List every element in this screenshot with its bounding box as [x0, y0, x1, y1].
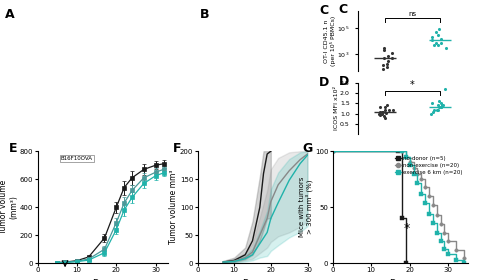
Y-axis label: ICOS MFI x10²: ICOS MFI x10² — [334, 87, 338, 130]
Point — [439, 103, 447, 108]
Y-axis label: Tumor volume
(mm³): Tumor volume (mm³) — [0, 180, 18, 234]
Point — [378, 109, 386, 114]
Point — [388, 51, 396, 56]
Point — [376, 105, 384, 110]
X-axis label: Days: Days — [92, 279, 113, 280]
Point — [430, 43, 438, 48]
Text: G: G — [303, 142, 313, 155]
Point — [433, 107, 441, 112]
Y-axis label: Mice with tumors
> 300 mm³ (%): Mice with tumors > 300 mm³ (%) — [298, 177, 314, 237]
Point — [374, 111, 382, 116]
Point — [380, 113, 388, 118]
Point — [438, 37, 446, 41]
Point — [384, 53, 392, 58]
Point — [388, 56, 396, 60]
Point — [436, 99, 444, 104]
Point — [434, 105, 442, 110]
Point — [430, 107, 438, 112]
Point — [384, 59, 392, 64]
Point — [428, 35, 436, 39]
Point — [434, 43, 442, 48]
Point — [434, 103, 442, 108]
Point — [376, 113, 384, 117]
Text: B: B — [200, 8, 209, 21]
Text: B16F10OVA: B16F10OVA — [61, 156, 93, 161]
Text: A: A — [5, 8, 15, 21]
Point — [437, 40, 445, 45]
Text: F: F — [174, 142, 182, 155]
Point — [379, 63, 387, 67]
Point — [434, 33, 442, 37]
Point — [432, 30, 440, 34]
Point — [437, 101, 445, 106]
Point — [435, 27, 443, 32]
Point — [384, 65, 392, 70]
Point — [440, 87, 448, 91]
Point — [381, 105, 389, 110]
Point — [384, 107, 392, 112]
Point — [376, 109, 384, 114]
Point — [382, 110, 390, 115]
Point — [380, 46, 388, 50]
Text: D: D — [339, 75, 349, 88]
Point — [378, 111, 386, 116]
Text: E: E — [9, 142, 18, 155]
Point — [382, 116, 390, 120]
Point — [428, 101, 436, 106]
Point — [437, 105, 445, 110]
Text: C: C — [319, 4, 328, 17]
Y-axis label: OT-I CD45.1 n
(per 10⁵ PBMCs): OT-I CD45.1 n (per 10⁵ PBMCs) — [324, 16, 336, 66]
Text: *: * — [404, 222, 410, 235]
Point — [438, 105, 446, 110]
Point — [380, 48, 388, 53]
Text: D: D — [319, 76, 329, 89]
X-axis label: Days: Days — [390, 279, 410, 280]
Point — [434, 107, 442, 112]
Point — [428, 38, 436, 43]
Point — [382, 103, 390, 108]
Point — [382, 107, 390, 112]
Point — [430, 109, 438, 114]
Text: *: * — [410, 80, 415, 90]
Y-axis label: Tumor volume mm³: Tumor volume mm³ — [170, 170, 178, 244]
Point — [378, 109, 386, 114]
Point — [432, 40, 440, 45]
Point — [442, 46, 450, 50]
Point — [428, 111, 436, 116]
X-axis label: Days: Days — [242, 279, 263, 280]
Point — [383, 61, 391, 66]
Point — [389, 107, 397, 112]
Point — [380, 56, 388, 60]
Text: C: C — [339, 3, 348, 16]
Legend: no-donor (n=5), non-exercise (n=20), exercise 6 km (n=20): no-donor (n=5), non-exercise (n=20), exe… — [392, 154, 464, 177]
Point — [438, 103, 446, 108]
Point — [379, 66, 387, 71]
Text: ns: ns — [408, 11, 416, 17]
